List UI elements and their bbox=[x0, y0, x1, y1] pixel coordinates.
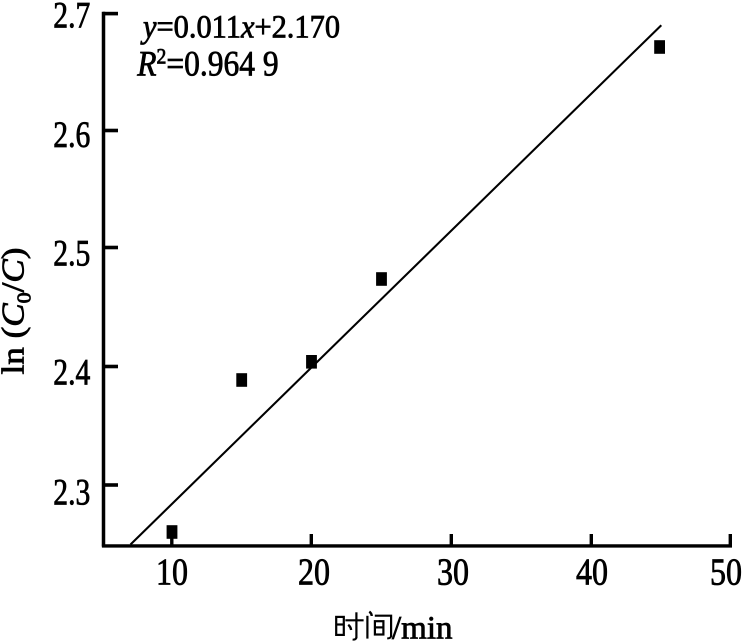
svg-text:ln (C0/C): ln (C0/C) bbox=[0, 248, 36, 375]
svg-text:20: 20 bbox=[298, 552, 330, 594]
svg-text:2.3: 2.3 bbox=[53, 472, 90, 513]
svg-text:2.6: 2.6 bbox=[53, 115, 90, 156]
svg-text:30: 30 bbox=[437, 552, 469, 594]
svg-text:10: 10 bbox=[156, 552, 188, 594]
svg-text:2.5: 2.5 bbox=[53, 234, 90, 275]
svg-text:y=0.011x+2.170: y=0.011x+2.170 bbox=[140, 8, 340, 44]
svg-text:/min: /min bbox=[392, 611, 453, 641]
svg-text:2.7: 2.7 bbox=[53, 0, 90, 37]
svg-text:2.4: 2.4 bbox=[53, 352, 90, 393]
svg-text:50: 50 bbox=[710, 552, 742, 594]
svg-text:R2=0.964 9: R2=0.964 9 bbox=[136, 43, 278, 84]
svg-text:40: 40 bbox=[576, 552, 608, 594]
